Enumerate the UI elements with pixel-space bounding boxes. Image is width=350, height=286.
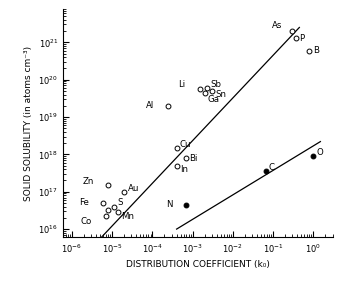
Text: O: O — [316, 148, 323, 157]
Text: S: S — [117, 198, 122, 207]
Text: P: P — [300, 33, 305, 43]
Text: N: N — [166, 200, 172, 209]
Text: B: B — [313, 46, 318, 55]
X-axis label: DISTRIBUTION COEFFICIENT (k₀): DISTRIBUTION COEFFICIENT (k₀) — [126, 260, 270, 269]
Text: Co: Co — [80, 217, 92, 226]
Text: Sn: Sn — [215, 90, 226, 99]
Text: Cu: Cu — [180, 140, 191, 148]
Text: As: As — [272, 21, 282, 30]
Y-axis label: SOLID SOLUBILITY (in atoms cm⁻³): SOLID SOLUBILITY (in atoms cm⁻³) — [24, 45, 33, 200]
Text: Bi: Bi — [190, 154, 198, 162]
Text: Ga: Ga — [208, 95, 220, 104]
Text: Li: Li — [178, 80, 186, 90]
Text: In: In — [180, 165, 188, 174]
Text: Sb: Sb — [210, 80, 222, 90]
Text: Fe: Fe — [79, 198, 89, 207]
Text: Mn: Mn — [121, 212, 134, 221]
Text: Au: Au — [127, 184, 139, 192]
Text: Zn: Zn — [83, 177, 94, 186]
Text: C: C — [269, 163, 275, 172]
Text: Al: Al — [146, 101, 154, 110]
